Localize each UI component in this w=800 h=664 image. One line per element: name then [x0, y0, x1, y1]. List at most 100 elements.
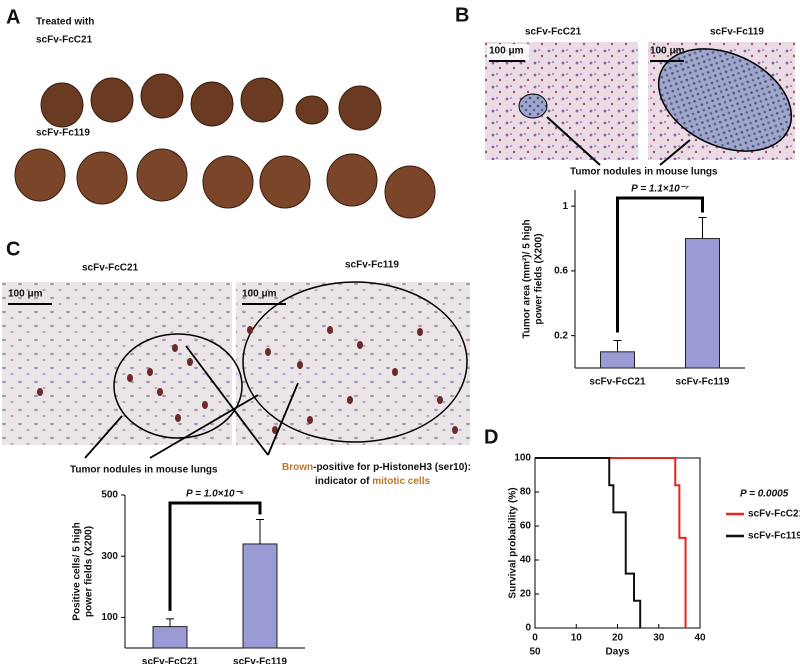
stain-word: mitotic cells — [372, 476, 430, 487]
lung — [136, 148, 188, 202]
cell — [437, 396, 443, 404]
error-bar — [166, 618, 174, 627]
cell — [357, 341, 363, 349]
cell — [187, 358, 193, 366]
x-tick-label: scFv-Fc119 — [676, 377, 730, 388]
cell — [157, 388, 163, 396]
significance-bracket — [616, 196, 704, 333]
cell — [417, 328, 423, 336]
y-axis-label: power fields (X200) — [534, 233, 545, 324]
scale-bar-label: 100 μm — [242, 289, 277, 300]
tumor-outline — [113, 333, 243, 439]
legend-label: scFv-Fc119 — [748, 531, 800, 542]
tumor-outline — [657, 48, 793, 152]
x-tick-label: scFv-FcC21 — [589, 377, 646, 388]
panel-letter: B — [455, 4, 469, 26]
significance-bracket — [168, 501, 262, 611]
survival-line — [535, 457, 687, 628]
arrows — [84, 345, 299, 459]
y-axis-label: power fields (X200) — [84, 526, 95, 617]
scale-bg — [487, 44, 529, 60]
stain-word: Brown — [282, 462, 313, 473]
cell — [307, 416, 313, 424]
y-tick-label: 100 — [101, 612, 118, 623]
arrow — [659, 139, 691, 166]
survival-line — [535, 457, 642, 628]
image-caption: Tumor nodules in mouse lungs — [570, 167, 718, 178]
panel-letter: D — [484, 426, 498, 448]
cell — [147, 368, 153, 376]
x-tick-label: 10 — [571, 633, 583, 644]
cell — [327, 326, 333, 334]
cell — [452, 426, 458, 434]
panel-heading: Treated with — [36, 17, 94, 28]
y-axis-label: Positive cells/ 5 high — [72, 522, 83, 620]
lung — [338, 85, 382, 131]
lung — [384, 165, 436, 219]
y-tick-label: 500 — [101, 490, 118, 501]
y-tick-label: 80 — [520, 487, 532, 498]
cell — [392, 368, 398, 376]
x-tick-label: 20 — [612, 633, 624, 644]
lung — [14, 148, 66, 202]
x-tick-label: 30 — [653, 633, 665, 644]
lung — [240, 77, 284, 123]
stain-note: indicator of mitotic cells — [315, 476, 430, 487]
cell — [265, 348, 271, 356]
arrow — [546, 116, 601, 166]
corner-label: 50 — [529, 647, 541, 658]
y-tick-label: 0.6 — [554, 266, 568, 277]
image-title: scFv-Fc119 — [710, 27, 764, 38]
bar — [600, 351, 635, 369]
cell — [247, 326, 253, 334]
x-axis-label: Days — [606, 647, 630, 658]
lung — [40, 82, 84, 128]
bar — [242, 543, 278, 649]
tumor-outline — [518, 93, 548, 119]
stain-text: -positive for p-HistoneH3 (ser10): — [313, 462, 471, 473]
tumor-outline — [242, 281, 468, 443]
image-title: scFv-Fc119 — [345, 260, 399, 271]
lung — [90, 77, 134, 123]
cell — [127, 374, 133, 382]
lung — [326, 153, 378, 207]
error-bar — [698, 217, 707, 239]
cell — [37, 388, 43, 396]
p-value: P = 1.1×10⁻⁷ — [631, 184, 689, 195]
p-value: P = 0.0005 — [740, 489, 789, 500]
legend-label: scFv-FcC21 — [748, 509, 800, 520]
ihc-image — [2, 282, 232, 445]
x-tick-label: scFv-Fc119 — [233, 657, 287, 664]
bar — [685, 238, 720, 369]
lung-photos — [14, 73, 436, 219]
y-axis-label: Tumor area (mm²)/ 5 high — [522, 219, 533, 338]
panel-letter: A — [6, 6, 20, 28]
cell — [272, 426, 278, 434]
lung — [76, 151, 128, 205]
scale-bar-label: 100 μm — [8, 289, 43, 300]
x-tick-label: 0 — [532, 633, 538, 644]
image-title: scFv-FcC21 — [82, 263, 139, 274]
error-bar — [256, 518, 264, 544]
cell — [172, 344, 178, 352]
mitotic-cells — [37, 326, 458, 434]
x-tick-label: 40 — [694, 633, 706, 644]
lung — [259, 155, 311, 209]
lung — [140, 73, 184, 119]
cell — [202, 401, 208, 409]
y-tick-label: 60 — [520, 521, 532, 532]
y-axis-label: Survival probability (%) — [508, 487, 519, 598]
scale-bar-label: 100 μm — [650, 46, 685, 57]
cell — [347, 396, 353, 404]
y-tick-label: 100 — [514, 453, 531, 464]
lung — [295, 95, 329, 125]
stain-text: indicator of — [315, 476, 372, 487]
scale-bar-label: 100 μm — [489, 46, 524, 57]
error-bar — [613, 339, 622, 352]
y-tick-label: 300 — [101, 551, 118, 562]
image-caption: Tumor nodules in mouse lungs — [70, 465, 218, 476]
stain-note: Brown-positive for p-HistoneH3 (ser10): — [282, 462, 471, 473]
image-title: scFv-FcC21 — [525, 27, 582, 38]
lung — [190, 81, 234, 127]
